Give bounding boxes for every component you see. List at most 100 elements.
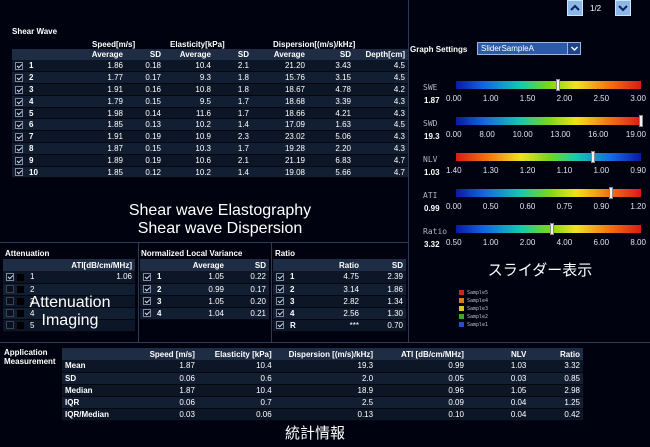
row-checkbox[interactable] [6, 309, 14, 318]
slider-tick-label: 0.50 [446, 238, 462, 247]
speed-average: 1.85 [56, 118, 126, 132]
page-up-button[interactable] [567, 0, 583, 16]
speed-group-header: Speed[m/s] [92, 40, 136, 49]
row-checkbox[interactable] [143, 273, 151, 282]
row-checkbox[interactable] [276, 285, 284, 294]
row-checkbox[interactable] [276, 321, 284, 330]
row-checkbox[interactable] [15, 109, 23, 118]
slider-track-nlv[interactable] [456, 151, 641, 163]
dispersion-sd: 5.06 [308, 130, 354, 144]
row-checkbox[interactable] [15, 74, 23, 83]
shear-wave-caption-2: Shear wave Dispersion [137, 220, 303, 237]
slider-tick-label: 0.90 [593, 202, 610, 211]
row-checkbox[interactable] [276, 297, 284, 306]
dispersion-average: 18.66 [252, 107, 308, 120]
dispersion-sd: 3.39 [308, 95, 354, 108]
slider-track-ati[interactable] [456, 187, 641, 199]
slider-tick-label: 2.00 [519, 238, 536, 247]
slider-thumb-swd[interactable] [639, 115, 643, 127]
row-checkbox-cell [12, 142, 26, 155]
speed-average: 1.91 [56, 130, 126, 144]
slider-thumb-ati[interactable] [609, 187, 614, 199]
measurement-value: 0.13 [274, 408, 377, 421]
slider-thumb-nlv[interactable] [590, 151, 595, 163]
divider-att-nlv [138, 242, 139, 342]
dispersion-sd: 6.83 [308, 154, 354, 167]
row-checkbox[interactable] [15, 97, 23, 106]
slider-tick-label: 0.00 [446, 130, 462, 139]
table-row: 2 1.77 0.17 9.3 1.8 15.76 3.15 4.5 [12, 71, 408, 85]
graph-settings-select[interactable]: SliderSampleA [477, 42, 581, 55]
attenuation-title: Attenuation [5, 249, 50, 258]
measurement-value: 10.4 [197, 360, 275, 373]
elasticity-average: 11.6 [164, 107, 214, 120]
row-checkbox[interactable] [143, 309, 151, 318]
graph-settings-label: Graph Settings [410, 45, 468, 54]
depth-value: 4.5 [354, 71, 408, 85]
legend-swatch [459, 314, 464, 319]
divider-nlv-ratio [271, 242, 272, 342]
row-checkbox[interactable] [15, 62, 23, 71]
row-checkbox[interactable] [6, 297, 14, 306]
row-checkbox[interactable] [143, 297, 151, 306]
measurement-col-header: Dispersion [(m/s)/kHz] [274, 348, 377, 360]
slider-tick-label: 0.90 [630, 166, 646, 175]
col-ati: ATI[dB/cm/MHz] [43, 259, 135, 271]
speed-average: 1.79 [56, 95, 126, 108]
measurement-value: 10.4 [197, 384, 275, 397]
slider-tick-label: 16.00 [588, 130, 609, 139]
slider-value-nlv: 1.03 [424, 168, 440, 177]
row-checkbox[interactable] [276, 273, 284, 282]
slider-track-ratio[interactable] [456, 223, 641, 235]
speed-sd: 0.19 [126, 130, 164, 144]
row-checkbox[interactable] [6, 285, 14, 294]
slider-tick-label: 0.00 [446, 202, 462, 211]
speed-average: 1.89 [56, 154, 126, 167]
row-checkbox[interactable] [15, 133, 23, 142]
row-checkbox[interactable] [15, 121, 23, 130]
slider-thumb-ratio[interactable] [550, 223, 555, 235]
table-row: 3 2.82 1.34 [273, 295, 406, 308]
row-label-cell: 4 [273, 307, 303, 320]
row-checkbox[interactable] [15, 85, 23, 94]
measurement-value: 0.7 [197, 396, 275, 409]
slider-thumb-swe[interactable] [555, 79, 560, 91]
depth-value: 4.2 [354, 83, 408, 96]
row-checkbox[interactable] [15, 144, 23, 153]
speed-sd: 0.12 [126, 166, 164, 179]
slider-track-swe[interactable] [456, 79, 641, 91]
row-checkbox[interactable] [15, 156, 23, 165]
slider-name-swd: SWD [423, 119, 438, 128]
measurement-caption: 統計情報 [284, 425, 345, 442]
row-checkbox[interactable] [6, 321, 14, 330]
graph-settings-select-value: SliderSampleA [481, 44, 534, 53]
col-dispersion-average: Average [252, 49, 308, 60]
slider-track-swd[interactable] [456, 115, 643, 127]
row-number: 2 [30, 284, 35, 294]
elasticity-average: 10.2 [164, 166, 214, 179]
row-number: 4 [157, 308, 162, 318]
slider-tick-label: 1.00 [482, 238, 499, 247]
row-checkbox[interactable] [6, 273, 14, 282]
speed-average: 1.98 [56, 107, 126, 120]
attenuation-caption-2: Imaging [41, 312, 99, 329]
row-number: 3 [26, 83, 56, 96]
slider-tick-label: 10.00 [512, 130, 533, 139]
slider-name-ati: ATI [423, 191, 438, 200]
legend-item: Sample4 [459, 298, 488, 304]
row-checkbox[interactable] [276, 309, 284, 318]
row-number: 3 [157, 296, 162, 306]
shear-wave-caption-1: Shear wave Elastography [128, 202, 312, 219]
row-checkbox[interactable] [143, 285, 151, 294]
measurement-table: Speed [m/s] Elasticity [kPa] Dispersion [(… [62, 348, 583, 421]
table-row: 2 [3, 283, 135, 296]
row-checkbox[interactable] [15, 168, 23, 177]
ati-value [43, 295, 135, 308]
table-row: 5 [3, 319, 135, 332]
nlv-title: Normalized Local Variance [141, 249, 243, 258]
slider-ticks-swe: 0.00 1.00 1.50 2.00 2.50 3.00 [446, 94, 646, 103]
slider-tick-label: 0.60 [519, 202, 536, 211]
row-number: 4 [26, 95, 56, 108]
dispersion-average: 23.02 [252, 130, 308, 144]
page-down-button[interactable] [615, 0, 631, 16]
